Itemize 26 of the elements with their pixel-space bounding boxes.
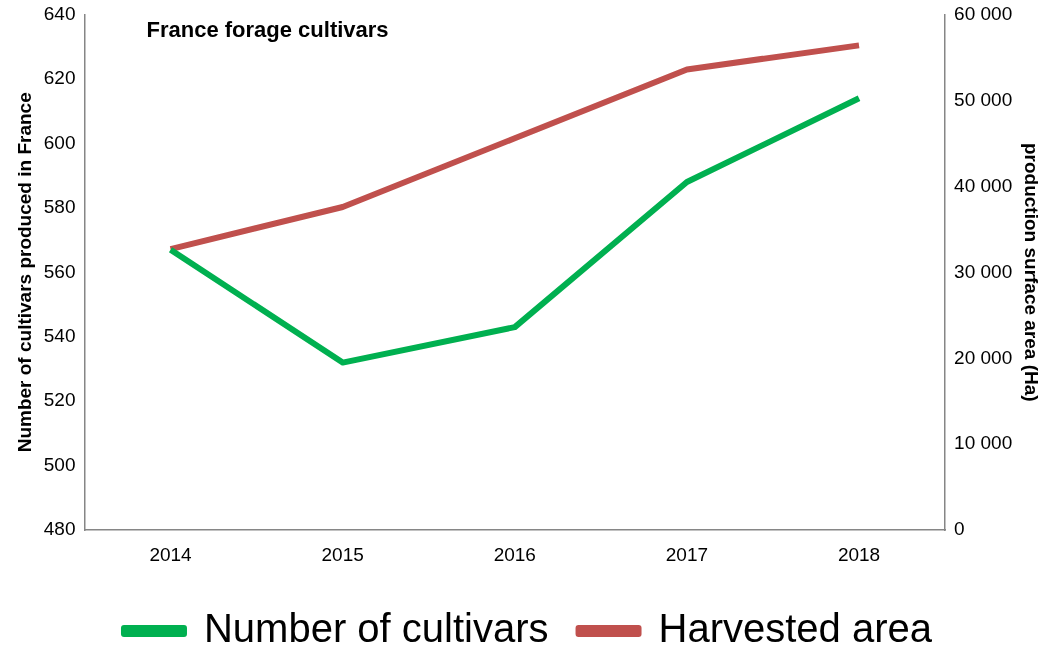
y-tick-label: 580 (43, 196, 76, 218)
y-tick-label: 620 (43, 67, 76, 89)
x-tick-label: 2017 (665, 543, 709, 565)
x-tick-label: 2018 (837, 543, 881, 565)
y2-tick-label: 10 000 (954, 432, 1013, 454)
y-tick-label: 520 (43, 389, 76, 411)
chart-title: France forage cultivars (146, 17, 389, 43)
y2-tick-label: 50 000 (954, 88, 1013, 110)
x-tick-label: 2016 (493, 543, 536, 565)
y-tick-label: 560 (43, 260, 76, 282)
y2-tick-label: 0 (954, 518, 965, 540)
y-tick-label: 640 (43, 2, 76, 24)
legend-label: Harvested area (658, 606, 933, 651)
y2-tick-label: 40 000 (954, 174, 1013, 196)
y-axis-title: Number of cultivars produced in France (13, 92, 35, 453)
y-tick-label: 600 (43, 131, 76, 153)
y2-tick-label: 30 000 (954, 260, 1013, 282)
y2-tick-label: 20 000 (954, 346, 1013, 368)
y2-tick-label: 60 000 (954, 2, 1013, 24)
y-tick-label: 540 (43, 325, 76, 347)
legend-label: Number of cultivars (203, 606, 549, 651)
y-tick-label: 480 (43, 518, 76, 540)
y2-axis-title: production surface area (Ha) (1021, 142, 1043, 402)
y-tick-label: 500 (43, 453, 76, 475)
x-tick-label: 2015 (321, 543, 364, 565)
x-tick-label: 2014 (149, 543, 193, 565)
